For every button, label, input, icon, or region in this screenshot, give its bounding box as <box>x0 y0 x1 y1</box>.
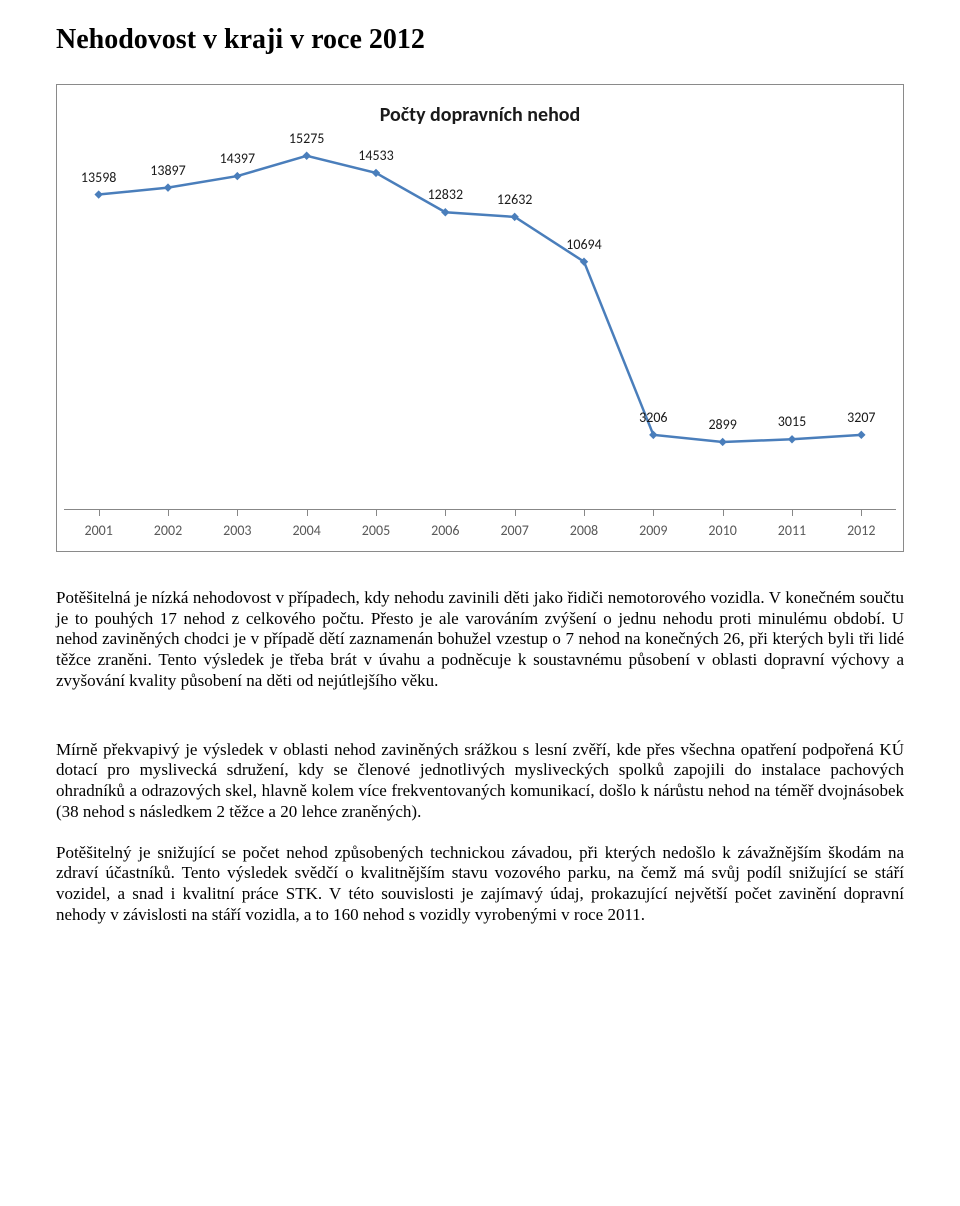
chart-title: Počty dopravních nehod <box>63 103 897 127</box>
chart-svg <box>64 139 896 509</box>
chart-marker <box>234 173 241 180</box>
chart-data-label: 10694 <box>566 236 601 253</box>
chart-x-tick: 2002 <box>133 510 202 539</box>
chart-data-label: 13897 <box>150 162 185 179</box>
chart-line <box>99 156 862 442</box>
chart-x-tick: 2010 <box>688 510 757 539</box>
chart-data-label: 12832 <box>428 186 463 203</box>
chart-data-label: 3206 <box>639 409 667 426</box>
chart-x-tick: 2007 <box>480 510 549 539</box>
chart-marker <box>650 431 657 438</box>
chart-data-label: 15275 <box>289 130 324 147</box>
chart-data-label: 2899 <box>708 416 736 433</box>
chart-x-tick: 2001 <box>64 510 133 539</box>
chart-data-label: 13598 <box>81 169 116 186</box>
chart-data-label: 14397 <box>220 150 255 167</box>
chart-data-label: 12632 <box>497 191 532 208</box>
chart-x-axis: 2001200220032004200520062007200820092010… <box>64 509 896 539</box>
chart-marker <box>95 191 102 198</box>
paragraph-3: Potěšitelný je snižující se počet nehod … <box>56 843 904 926</box>
chart-data-label: 14533 <box>358 147 393 164</box>
chart-x-tick: 2005 <box>341 510 410 539</box>
chart-marker <box>789 436 796 443</box>
chart-x-tick: 2008 <box>549 510 618 539</box>
chart-x-tick: 2011 <box>757 510 826 539</box>
chart-data-label: 3015 <box>778 413 806 430</box>
chart-x-tick: 2003 <box>203 510 272 539</box>
chart-x-tick: 2009 <box>619 510 688 539</box>
chart-marker <box>165 184 172 191</box>
chart-marker <box>303 152 310 159</box>
paragraph-2: Mírně překvapivý je výsledek v oblasti n… <box>56 740 904 823</box>
chart-x-tick: 2012 <box>827 510 896 539</box>
page-title: Nehodovost v kraji v roce 2012 <box>56 24 904 56</box>
chart-x-tick: 2004 <box>272 510 341 539</box>
chart-plot-area: 1359813897143971527514533128321263210694… <box>64 139 896 509</box>
chart-container: Počty dopravních nehod 13598 13897 14397 15… <box>56 84 904 552</box>
paragraph-1: Potěšitelná je nízká nehodovost v případ… <box>56 588 904 692</box>
chart-marker <box>858 431 865 438</box>
chart-marker <box>719 438 726 445</box>
chart-data-label: 3207 <box>847 409 875 426</box>
chart-x-tick: 2006 <box>411 510 480 539</box>
